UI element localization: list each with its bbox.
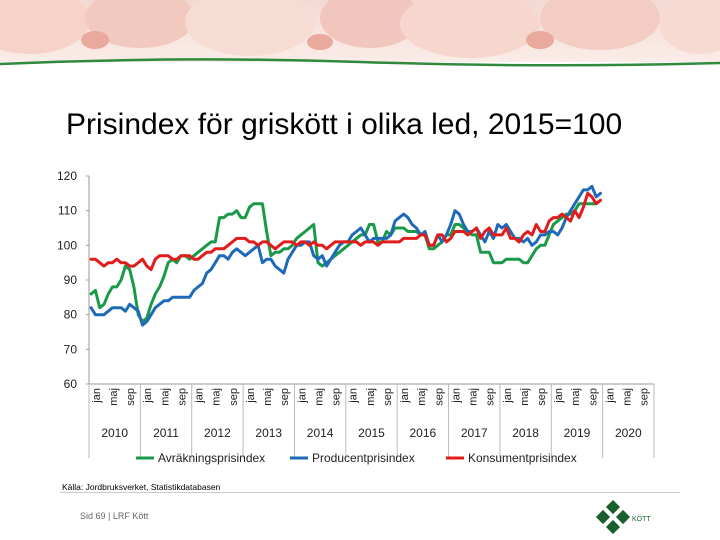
header-banner — [0, 0, 720, 68]
x-month-label: sep — [587, 388, 599, 406]
y-tick-label: 100 — [57, 238, 77, 252]
x-month-label: maj — [622, 388, 634, 406]
x-year-label: 2015 — [358, 426, 385, 440]
x-year-label: 2018 — [512, 426, 539, 440]
x-month-label: jan — [194, 388, 206, 404]
x-month-label: jan — [348, 388, 360, 404]
series-line-3 — [89, 191, 602, 272]
x-year-label: 2014 — [307, 426, 334, 440]
x-month-label: maj — [211, 388, 223, 406]
legend-label: Konsumentprisindex — [468, 451, 577, 465]
series-line-1 — [89, 198, 602, 324]
x-year-label: 2010 — [101, 426, 128, 440]
x-month-label: maj — [365, 388, 377, 406]
slide-title: Prisindex för griskött i olika led, 2015… — [66, 108, 623, 141]
x-month-label: jan — [142, 388, 154, 404]
x-month-label: sep — [331, 388, 343, 406]
x-month-label: sep — [382, 388, 394, 406]
x-year-label: 2013 — [255, 426, 282, 440]
y-tick-label: 70 — [64, 342, 78, 356]
x-month-label: jan — [450, 388, 462, 404]
lrf-kott-logo: KÖTT — [595, 500, 651, 534]
y-tick-label: 90 — [64, 273, 78, 287]
x-year-label: 2020 — [615, 426, 642, 440]
x-month-label: jan — [604, 388, 616, 404]
y-tick-label: 120 — [57, 169, 77, 183]
x-month-label: jan — [296, 388, 308, 404]
x-month-label: sep — [228, 388, 240, 406]
x-month-label: sep — [176, 388, 188, 406]
x-year-label: 2016 — [410, 426, 437, 440]
y-tick-label: 80 — [64, 308, 78, 322]
y-tick-label: 60 — [64, 377, 78, 391]
x-year-label: 2017 — [461, 426, 488, 440]
x-month-label: sep — [485, 388, 497, 406]
x-month-label: jan — [245, 388, 257, 404]
legend-label: Producentprisindex — [312, 451, 415, 465]
x-month-label: maj — [570, 388, 582, 406]
x-month-label: jan — [91, 388, 103, 404]
x-year-label: 2019 — [564, 426, 591, 440]
x-month-label: maj — [519, 388, 531, 406]
footer-page-label: Sid 69 | LRF Kött — [80, 511, 149, 521]
x-month-label: maj — [262, 388, 274, 406]
x-year-label: 2011 — [153, 426, 179, 440]
x-year-label: 2012 — [204, 426, 231, 440]
pigs-banner-image — [0, 0, 720, 68]
legend-label: Avräkningsprisindex — [158, 451, 265, 465]
x-month-label: maj — [416, 388, 428, 406]
x-month-label: jan — [502, 388, 514, 404]
x-month-label: sep — [433, 388, 445, 406]
x-month-label: jan — [399, 388, 411, 404]
y-axis: 60 70 80 90 100 110 120 — [57, 169, 90, 391]
x-month-label: sep — [639, 388, 651, 406]
source-note: Källa: Jordbruksverket, Statistikdatabas… — [62, 482, 221, 492]
x-month-label: jan — [553, 388, 565, 404]
x-month-label: maj — [313, 388, 325, 406]
x-month-label: maj — [159, 388, 171, 406]
x-month-label: sep — [279, 388, 291, 406]
x-month-label: sep — [536, 388, 548, 406]
legend: Avräkningsprisindex Producentprisindex Kon… — [136, 451, 577, 465]
x-month-label: maj — [108, 388, 120, 406]
series-layer — [89, 184, 602, 327]
logo-text: KÖTT — [632, 515, 651, 523]
x-month-label: sep — [125, 388, 137, 406]
y-tick-label: 110 — [58, 204, 77, 218]
x-month-label: maj — [468, 388, 480, 406]
footer-divider — [60, 492, 680, 493]
